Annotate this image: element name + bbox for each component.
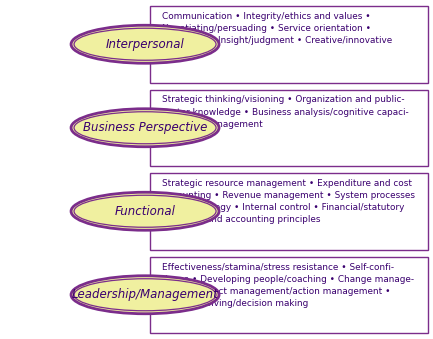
Text: Functional: Functional	[115, 205, 175, 218]
Ellipse shape	[71, 25, 219, 63]
Text: Communication • Integrity/ethics and values •
Negotiating/persuading • Service o: Communication • Integrity/ethics and val…	[162, 12, 392, 57]
Ellipse shape	[74, 112, 216, 144]
Text: Leadership/Management: Leadership/Management	[72, 288, 218, 301]
Text: Interpersonal: Interpersonal	[106, 38, 184, 51]
FancyBboxPatch shape	[150, 257, 428, 333]
Text: Strategic resource management • Expenditure and cost
accounting • Revenue manage: Strategic resource management • Expendit…	[162, 179, 415, 224]
FancyBboxPatch shape	[150, 6, 428, 82]
Ellipse shape	[71, 276, 219, 314]
Ellipse shape	[71, 192, 219, 230]
Ellipse shape	[71, 109, 219, 147]
FancyBboxPatch shape	[150, 89, 428, 166]
Text: Business Perspective: Business Perspective	[83, 121, 207, 134]
FancyBboxPatch shape	[150, 173, 428, 250]
Text: Strategic thinking/visioning • Organization and public-
sector knowledge • Busin: Strategic thinking/visioning • Organizat…	[162, 96, 409, 129]
Ellipse shape	[74, 279, 216, 311]
Ellipse shape	[74, 195, 216, 227]
Text: Effectiveness/stamina/stress resistance • Self-confi-
dence • Developing people/: Effectiveness/stamina/stress resistance …	[162, 262, 414, 308]
Ellipse shape	[74, 28, 216, 60]
